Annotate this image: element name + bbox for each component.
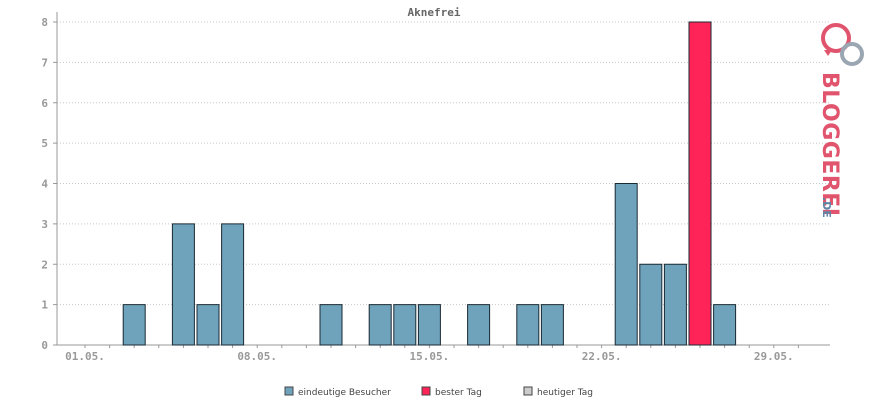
x-tick-label: 22.05.	[582, 350, 622, 363]
x-tick-label: 08.05.	[237, 350, 277, 363]
bar	[319, 304, 343, 346]
bar	[393, 304, 417, 346]
y-tick-label: 5	[41, 137, 48, 150]
y-tick-label: 1	[41, 299, 48, 312]
chart-title: Aknefrei	[408, 6, 461, 19]
bar	[639, 263, 663, 346]
y-tick-label: 6	[41, 97, 48, 110]
bar	[221, 223, 245, 346]
legend-label: bester Tag	[435, 388, 482, 398]
legend-swatch	[523, 386, 533, 396]
legend-label: eindeutige Besucher	[298, 388, 391, 398]
bar	[122, 304, 146, 346]
y-tick-label: 0	[41, 339, 48, 352]
logo-mark-icon	[821, 23, 864, 66]
bar	[516, 304, 540, 346]
x-tick-label: 15.05.	[410, 350, 450, 363]
bar	[467, 304, 491, 346]
y-tick-label: 8	[41, 16, 48, 29]
x-axis-ticks: 01.05. 08.05. 15.05. 22.05. 29.05.	[65, 345, 799, 363]
bar	[713, 304, 737, 346]
bar	[540, 304, 564, 346]
brand-name: BLOGGEREI	[817, 72, 842, 217]
legend-label: heutiger Tag	[537, 388, 593, 398]
bars	[122, 21, 737, 346]
brand-suffix: .DE	[820, 197, 833, 218]
legend: eindeutige Besucher bester Tag heutiger Ta…	[284, 386, 593, 398]
y-axis-ticks: 0 1 2 3 4 5 6 7 8	[41, 16, 57, 352]
bar	[171, 223, 195, 346]
legend-swatch	[284, 386, 294, 396]
bar	[663, 263, 687, 346]
y-tick-label: 7	[41, 56, 48, 69]
x-tick-label: 29.05.	[754, 350, 794, 363]
bar	[614, 183, 638, 346]
bar	[196, 304, 220, 346]
bar	[368, 304, 392, 346]
legend-swatch	[421, 386, 431, 396]
y-tick-label: 2	[41, 258, 48, 271]
bloggerei-logo: BLOGGEREI .DE	[817, 23, 864, 218]
x-tick-label: 01.05.	[65, 350, 105, 363]
bar	[417, 304, 441, 346]
y-tick-label: 4	[41, 178, 48, 191]
y-tick-label: 3	[41, 218, 48, 231]
bar	[688, 21, 712, 346]
